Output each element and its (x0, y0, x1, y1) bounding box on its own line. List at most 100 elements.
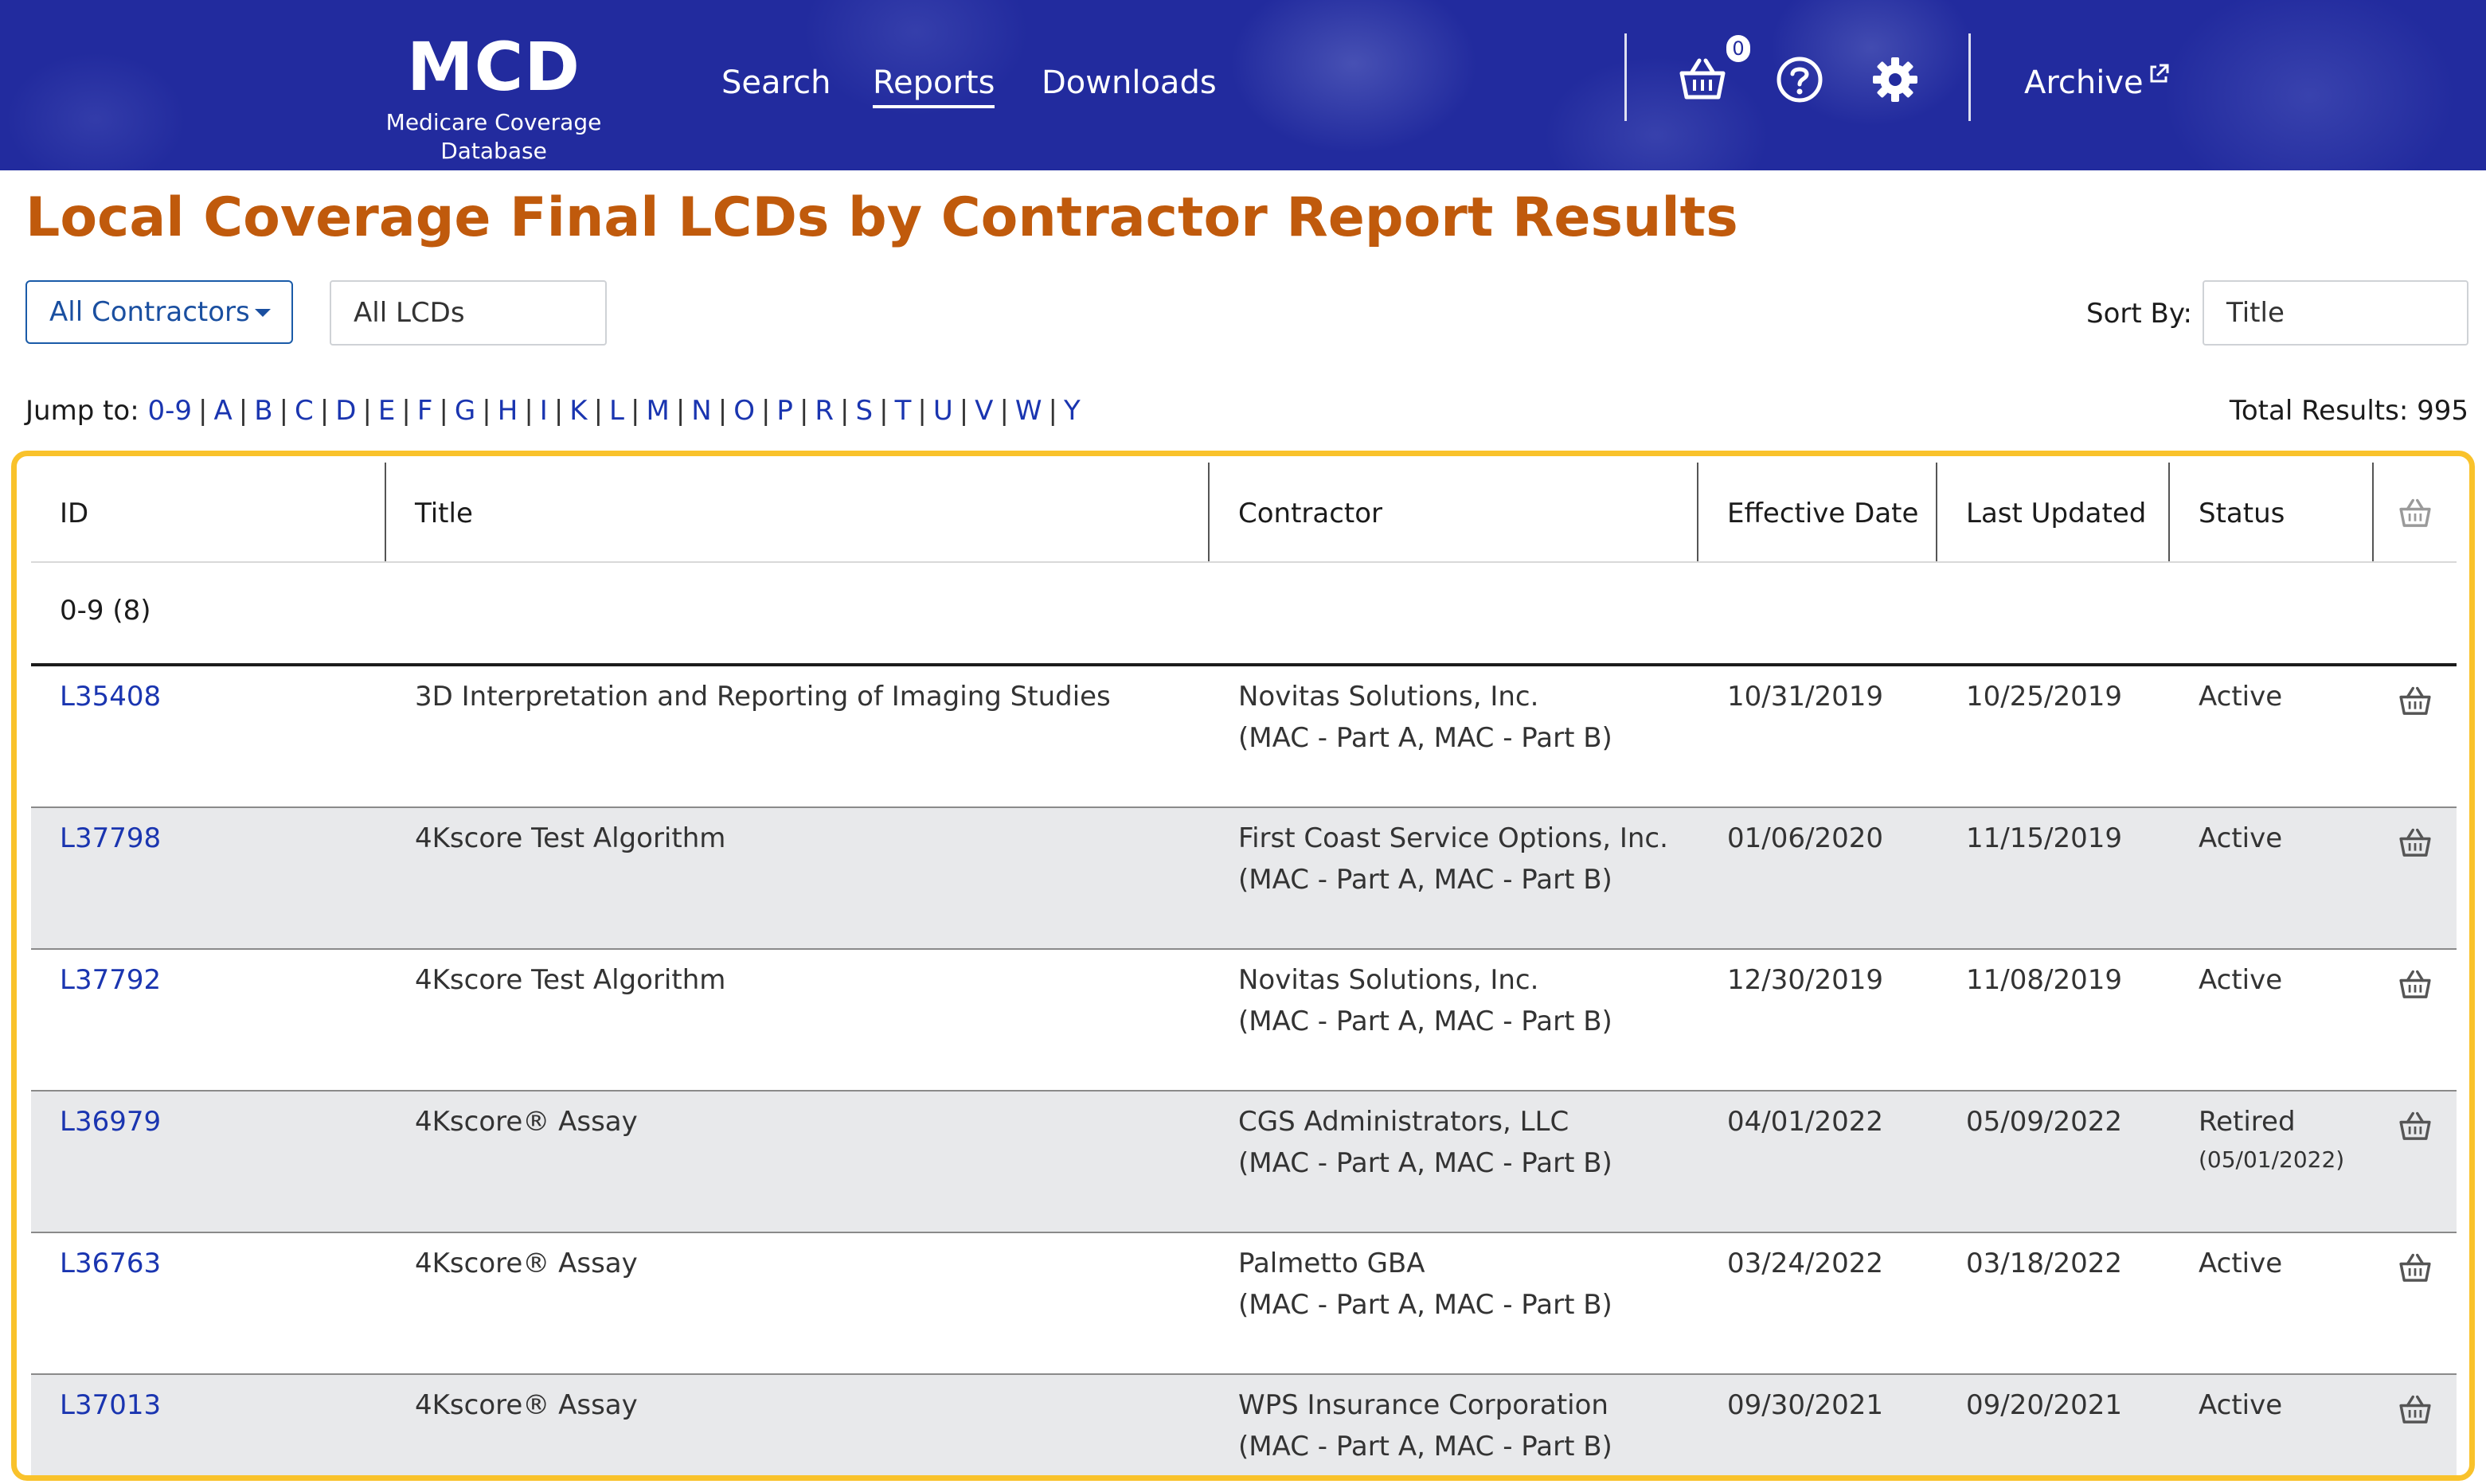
jump-separator: | (799, 395, 809, 427)
column-divider (1208, 463, 1210, 561)
effective-date: 01/06/2020 (1727, 822, 1883, 854)
jump-separator: | (238, 395, 248, 427)
nav-reports[interactable]: Reports (873, 61, 995, 108)
column-header-id[interactable]: ID (60, 498, 89, 529)
lcd-id-link[interactable]: L35408 (60, 681, 162, 713)
jump-separator: | (198, 395, 208, 427)
add-to-basket-icon[interactable] (2398, 1109, 2433, 1144)
jump-to-label: Jump to: (25, 395, 139, 427)
table-row: L37792 4Kscore Test Algorithm Novitas Solu… (31, 950, 2457, 1092)
jump-letter-link[interactable]: H (497, 395, 518, 427)
nav-downloads[interactable]: Downloads (1042, 64, 1217, 101)
contractor-type: (MAC - Part A, MAC - Part B) (1238, 1431, 1612, 1463)
contractor-cell: CGS Administrators, LLC (MAC - Part A, MA… (1238, 1101, 1684, 1184)
lcd-title: 4Kscore Test Algorithm (415, 822, 726, 854)
jump-letter-link[interactable]: D (335, 395, 357, 427)
lcd-id-link[interactable]: L37792 (60, 964, 162, 996)
jump-letter-link[interactable]: I (539, 395, 548, 427)
jump-letter-link[interactable]: C (295, 395, 314, 427)
effective-date: 03/24/2022 (1727, 1248, 1883, 1279)
lcd-id-link[interactable]: L36763 (60, 1248, 162, 1279)
contractors-dropdown-label: All Contractors (49, 296, 250, 328)
table-header: ID Title Contractor Effective Date Last … (31, 463, 2457, 563)
jump-letter-link[interactable]: A (213, 395, 233, 427)
nav-search[interactable]: Search (721, 64, 831, 101)
contractors-dropdown[interactable]: All Contractors (25, 280, 293, 344)
lcd-title: 4Kscore® Assay (415, 1106, 638, 1138)
jump-letter-link[interactable]: T (894, 395, 912, 427)
jump-separator: | (959, 395, 969, 427)
add-to-basket-icon[interactable] (2398, 1251, 2433, 1286)
jump-letter-link[interactable]: E (377, 395, 396, 427)
last-updated: 10/25/2019 (1966, 681, 2122, 713)
jump-letter-link[interactable]: N (691, 395, 712, 427)
gear-icon[interactable] (1870, 54, 1921, 105)
status-date-note: (05/01/2022) (2199, 1146, 2345, 1173)
logo-title: MCD (407, 28, 580, 106)
mcd-logo[interactable]: MCD Medicare Coverage Database (334, 27, 653, 166)
jump-letter-link[interactable]: Y (1064, 395, 1081, 427)
contractor-type: (MAC - Part A, MAC - Part B) (1238, 1147, 1612, 1179)
status-cell: Retired (05/01/2022) (2199, 1101, 2344, 1177)
contractor-cell: Novitas Solutions, Inc. (MAC - Part A, MA… (1238, 959, 1684, 1042)
last-updated: 11/15/2019 (1966, 822, 2122, 854)
basket-icon[interactable] (1677, 54, 1728, 105)
lcd-id-link[interactable]: L36979 (60, 1106, 162, 1138)
jump-letter-link[interactable]: O (733, 395, 755, 427)
lcd-title: 4Kscore® Assay (415, 1248, 638, 1279)
group-label: 0-9 (8) (60, 595, 151, 627)
column-header-last-updated[interactable]: Last Updated (1966, 498, 2147, 529)
status-text: Active (2199, 1389, 2283, 1421)
jump-letter-link[interactable]: U (932, 395, 953, 427)
jump-separator: | (760, 395, 771, 427)
jump-letter-link[interactable]: L (609, 395, 624, 427)
jump-letter-link[interactable]: K (569, 395, 588, 427)
add-to-basket-icon[interactable] (2398, 967, 2433, 1002)
lcd-id-link[interactable]: L37013 (60, 1389, 162, 1421)
column-divider (1936, 463, 1937, 561)
header-divider-2 (1968, 33, 1971, 121)
jump-separator: | (675, 395, 686, 427)
jump-letter-link[interactable]: 0-9 (147, 395, 193, 427)
results-table-container: ID Title Contractor Effective Date Last … (11, 451, 2475, 1481)
jump-letter-link[interactable]: P (776, 395, 793, 427)
add-to-basket-icon[interactable] (2398, 826, 2433, 861)
jump-letter-link[interactable]: R (815, 395, 835, 427)
jump-letter-link[interactable]: G (454, 395, 476, 427)
status-cell: Active (2199, 1243, 2282, 1284)
jump-separator: | (593, 395, 604, 427)
table-row: L37798 4Kscore Test Algorithm First Coast … (31, 808, 2457, 950)
column-header-title[interactable]: Title (415, 498, 473, 529)
last-updated: 05/09/2022 (1966, 1106, 2122, 1138)
column-header-effective-date[interactable]: Effective Date (1727, 498, 1919, 529)
column-header-contractor[interactable]: Contractor (1238, 498, 1383, 529)
jump-separator: | (279, 395, 289, 427)
status-cell: Active (2199, 959, 2282, 1001)
column-header-status[interactable]: Status (2199, 498, 2285, 529)
jump-letter-link[interactable]: M (646, 395, 670, 427)
jump-letter-link[interactable]: B (254, 395, 273, 427)
jump-separator: | (917, 395, 927, 427)
lcd-filter-field[interactable]: All LCDs (330, 280, 607, 346)
archive-link[interactable]: Archive (2024, 61, 2171, 105)
sort-by-select[interactable]: Title (2203, 280, 2468, 346)
jump-separator: | (879, 395, 889, 427)
jump-letter-link[interactable]: F (416, 395, 433, 427)
results-table: ID Title Contractor Effective Date Last … (31, 463, 2457, 1475)
jump-separator: | (553, 395, 564, 427)
jump-letter-link[interactable]: V (975, 395, 994, 427)
effective-date: 10/31/2019 (1727, 681, 1883, 713)
help-icon[interactable] (1774, 54, 1825, 105)
jump-letter-link[interactable]: S (855, 395, 874, 427)
effective-date: 12/30/2019 (1727, 964, 1883, 996)
status-text: Active (2199, 964, 2283, 996)
column-divider (2168, 463, 2170, 561)
lcd-id-link[interactable]: L37798 (60, 822, 162, 854)
jump-letter-link[interactable]: W (1014, 395, 1042, 427)
jump-separator: | (401, 395, 411, 427)
status-cell: Active (2199, 676, 2282, 717)
effective-date: 09/30/2021 (1727, 1389, 1883, 1421)
table-row: L36979 4Kscore® Assay CGS Administrators, … (31, 1092, 2457, 1233)
add-to-basket-icon[interactable] (2398, 1392, 2433, 1427)
add-to-basket-icon[interactable] (2398, 684, 2433, 719)
